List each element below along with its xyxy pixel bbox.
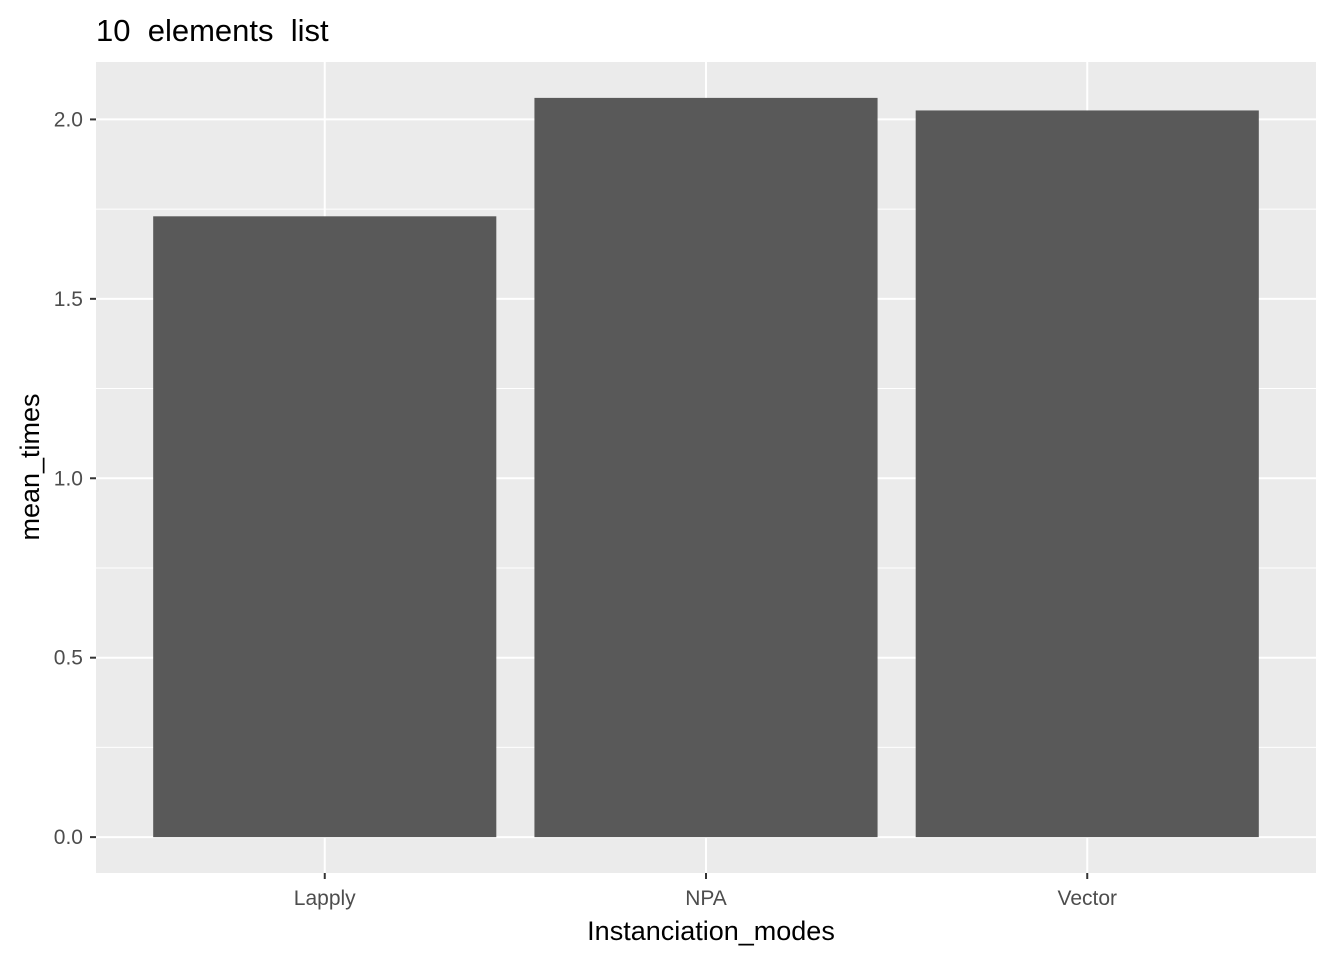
y-tick-label: 1.5 — [54, 288, 83, 311]
chart-title: 10 elements list — [96, 13, 329, 48]
y-axis-title: mean_times — [15, 393, 45, 540]
x-axis-title: Instanciation_modes — [587, 916, 835, 946]
y-tick-label: 0.0 — [54, 826, 83, 849]
y-tick-label: 0.5 — [54, 647, 83, 670]
x-tick-label: Vector — [1057, 887, 1117, 910]
bar-lapply — [153, 216, 497, 838]
x-tick-label: NPA — [685, 887, 727, 910]
bar-npa — [534, 97, 878, 838]
y-tick-label: 1.0 — [54, 467, 83, 490]
y-axis-ticks: 0.0 0.5 1.0 1.5 2.0 — [54, 108, 96, 849]
bar-vector — [915, 110, 1259, 838]
bars — [153, 97, 1259, 838]
x-tick-label: Lapply — [294, 887, 356, 910]
y-tick-label: 2.0 — [54, 108, 83, 131]
x-axis-ticks: Lapply NPA Vector — [294, 873, 1117, 910]
